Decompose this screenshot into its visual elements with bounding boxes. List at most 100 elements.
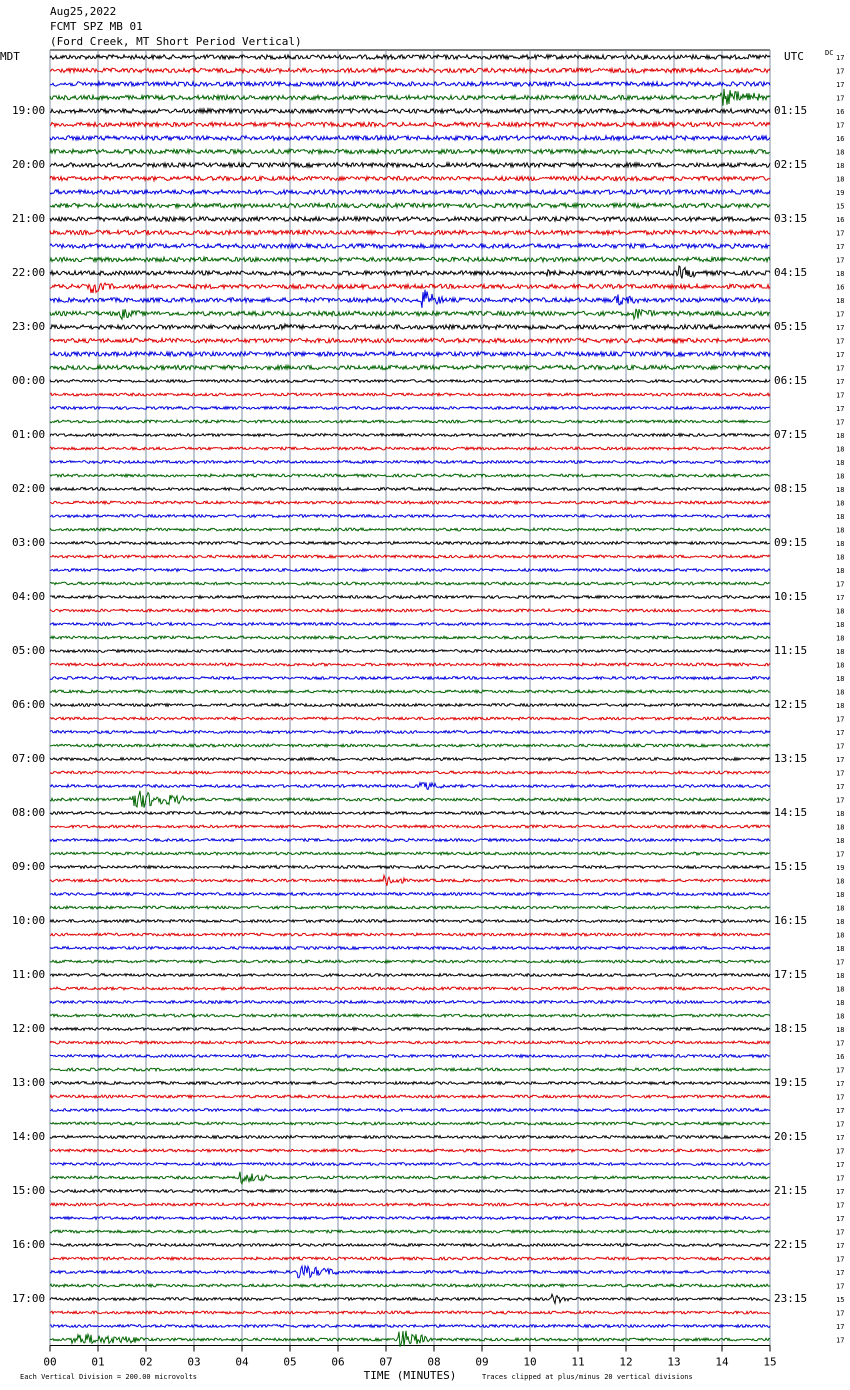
trace: [49, 378, 771, 384]
trace: [49, 265, 771, 279]
dc-offset: 18: [836, 891, 844, 899]
dc-offset: 18: [836, 513, 844, 521]
trace: [49, 526, 771, 533]
dc-offset: 18: [836, 567, 844, 575]
dc-offset: 18: [836, 554, 844, 562]
trace: [50, 499, 771, 506]
trace: [49, 540, 771, 546]
left-time-label: 17:00: [12, 1292, 45, 1305]
dc-offset: 18: [836, 270, 844, 278]
dc-offset: 18: [836, 473, 844, 481]
trace: [49, 823, 771, 830]
x-axis-title: TIME (MINUTES): [364, 1369, 457, 1382]
trace: [49, 201, 771, 210]
dc-offset: 17: [836, 797, 844, 805]
dc-offset: 18: [836, 149, 844, 157]
trace: [49, 432, 771, 438]
trace: [49, 634, 771, 641]
left-time-label: 16:00: [12, 1238, 45, 1251]
trace: [49, 1066, 771, 1073]
dc-offset: 17: [836, 392, 844, 400]
trace: [49, 688, 771, 695]
left-time-label: 21:00: [12, 212, 45, 225]
dc-offset: 17: [836, 783, 844, 791]
dc-offset: 17: [836, 851, 844, 859]
dc-offset: 17: [836, 1283, 844, 1291]
trace: [49, 134, 771, 143]
trace: [49, 66, 771, 75]
title-line: Aug25,2022: [50, 5, 116, 18]
x-tick-label: 12: [619, 1356, 632, 1369]
x-tick-label: 13: [667, 1356, 680, 1369]
dc-offset: 18: [836, 932, 844, 940]
trace: [49, 1201, 771, 1208]
trace: [49, 107, 771, 115]
dc-offset: 17: [836, 1242, 844, 1250]
trace: [49, 1093, 771, 1100]
right-time-label: 01:15: [774, 104, 807, 117]
trace: [49, 1134, 771, 1140]
left-time-label: 08:00: [12, 806, 45, 819]
left-time-label: 01:00: [12, 428, 45, 441]
right-time-label: 20:15: [774, 1130, 807, 1143]
dc-offset: 17: [836, 122, 844, 130]
dc-offset: 18: [836, 648, 844, 656]
dc-offset: 17: [836, 1161, 844, 1169]
trace: [49, 904, 771, 911]
trace: [49, 837, 771, 843]
trace: [49, 972, 771, 978]
dc-offset: 18: [836, 972, 844, 980]
dc-offset: 17: [836, 365, 844, 373]
trace: [49, 88, 771, 106]
x-tick-label: 02: [139, 1356, 152, 1369]
right-time-label: 09:15: [774, 536, 807, 549]
trace: [49, 873, 771, 886]
dc-offset: 18: [836, 702, 844, 710]
x-tick-label: 10: [523, 1356, 536, 1369]
trace: [49, 405, 771, 411]
left-time-label: 06:00: [12, 698, 45, 711]
right-time-label: 04:15: [774, 266, 807, 279]
dc-offset: 17: [836, 756, 844, 764]
trace: [49, 513, 771, 519]
dc-offset: 17: [836, 1175, 844, 1183]
trace: [49, 79, 771, 88]
dc-offset: 16: [836, 216, 844, 224]
trace: [49, 174, 771, 183]
dc-offset: 17: [836, 324, 844, 332]
right-time-label: 03:15: [774, 212, 807, 225]
trace: [49, 756, 771, 762]
title-line: FCMT SPZ MB 01: [50, 20, 143, 33]
right-time-label: 10:15: [774, 590, 807, 603]
trace: [49, 648, 771, 654]
trace: [49, 188, 771, 196]
trace: [49, 391, 771, 398]
dc-offset: 18: [836, 176, 844, 184]
trace: [49, 715, 771, 722]
trace: [49, 1309, 771, 1316]
right-time-label: 22:15: [774, 1238, 807, 1251]
dc-offset: 17: [836, 716, 844, 724]
dc-offset: 17: [836, 1215, 844, 1223]
footer-left: Each Vertical Division = 200.00 microvol…: [20, 1373, 197, 1381]
dc-offset: 17: [836, 230, 844, 238]
dc-offset: 17: [836, 1148, 844, 1156]
trace: [49, 336, 771, 345]
title-line: (Ford Creek, MT Short Period Vertical): [50, 35, 302, 48]
dc-offset: 17: [836, 1040, 844, 1048]
left-time-label: 13:00: [12, 1076, 45, 1089]
dc-offset: 18: [836, 1026, 844, 1034]
dc-offset: 17: [836, 1337, 844, 1345]
dc-offset: 18: [836, 986, 844, 994]
trace: [49, 1292, 771, 1306]
dc-offset: 17: [836, 594, 844, 602]
left-time-label: 09:00: [12, 860, 45, 873]
trace: [49, 472, 771, 479]
right-time-label: 11:15: [774, 644, 807, 657]
dc-offset: 18: [836, 635, 844, 643]
right-time-label: 14:15: [774, 806, 807, 819]
left-time-label: 14:00: [12, 1130, 45, 1143]
x-tick-label: 15: [763, 1356, 776, 1369]
right-time-label: 18:15: [774, 1022, 807, 1035]
trace: [49, 120, 771, 129]
